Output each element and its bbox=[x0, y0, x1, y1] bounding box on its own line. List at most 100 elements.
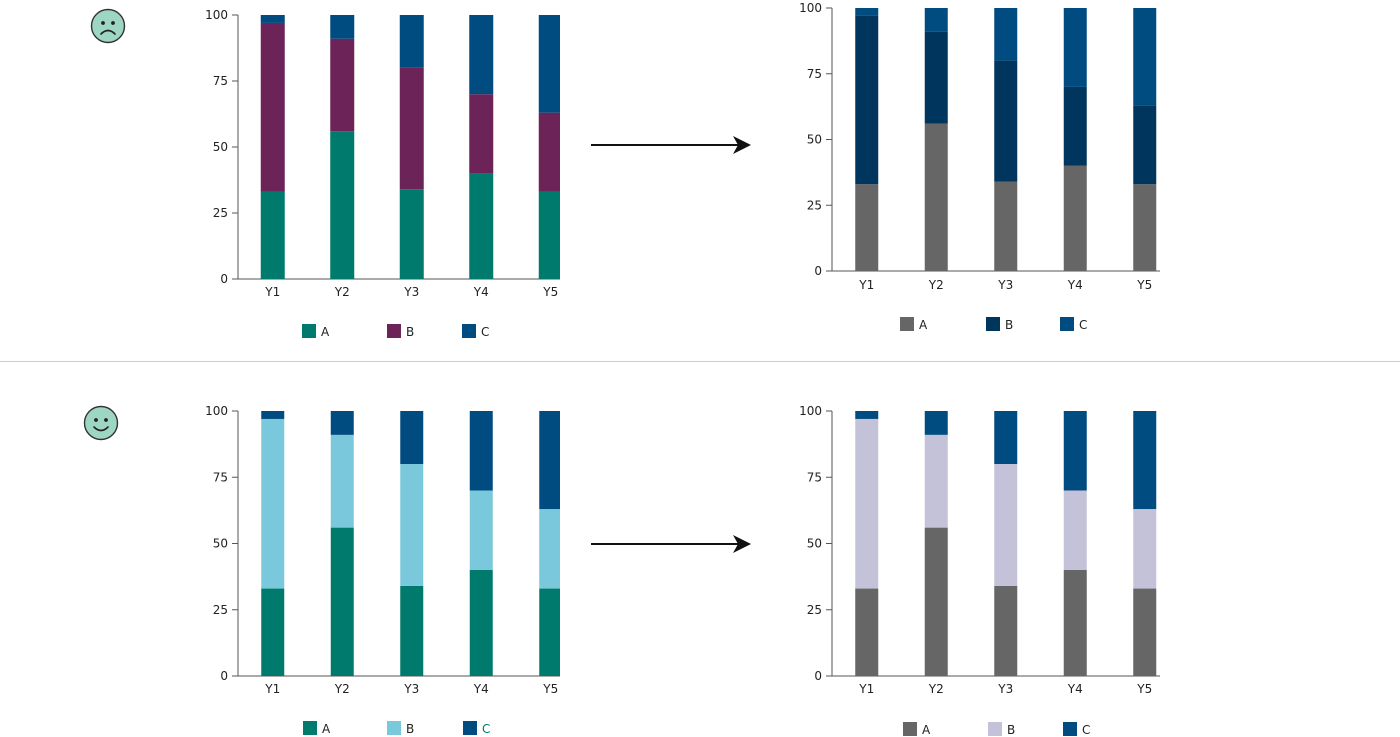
x-tick-label: Y3 bbox=[997, 278, 1013, 292]
stacked-bar-chart-top-left: 0 25 50 75 100 Y1 Y2 Y3 Y4 Y5 A B C bbox=[205, 8, 560, 339]
x-tick-label: Y3 bbox=[403, 682, 419, 696]
x-tick-label: Y2 bbox=[928, 682, 944, 696]
bar-segment-c-y3 bbox=[400, 411, 424, 464]
x-tick-label: Y3 bbox=[403, 285, 419, 299]
legend-label-b: B bbox=[1007, 723, 1015, 737]
y-tick-label: 50 bbox=[213, 537, 228, 551]
bar-segment-c-y4 bbox=[469, 15, 494, 95]
x-tick-label: Y2 bbox=[334, 682, 350, 696]
row-divider bbox=[0, 361, 1400, 362]
bar-segment-b-y2 bbox=[330, 38, 355, 132]
bar-segment-a-y1 bbox=[260, 191, 285, 279]
legend-label-a: A bbox=[919, 318, 928, 332]
bar-segment-c-y4 bbox=[1063, 411, 1087, 491]
bar-segment-b-y2 bbox=[330, 434, 354, 528]
bar-segment-b-y3 bbox=[994, 464, 1018, 586]
x-tick-label: Y5 bbox=[542, 682, 558, 696]
bar-segment-b-y5 bbox=[538, 112, 560, 192]
x-tick-label: Y1 bbox=[264, 682, 280, 696]
x-tick-label: Y4 bbox=[1067, 278, 1083, 292]
bar-segment-c-y4 bbox=[469, 411, 493, 491]
bar-segment-b-y4 bbox=[1063, 490, 1087, 570]
legend-label-c: C bbox=[1079, 318, 1087, 332]
bar-segment-a-y3 bbox=[994, 181, 1018, 271]
sad-face-icon bbox=[90, 8, 126, 44]
legend-label-b: B bbox=[1005, 318, 1013, 332]
y-tick-label: 25 bbox=[807, 198, 822, 212]
bar-segment-b-y1 bbox=[261, 418, 285, 589]
y-tick-label: 100 bbox=[205, 8, 228, 22]
bar-segment-b-y5 bbox=[539, 509, 560, 589]
bar-segment-a-y2 bbox=[924, 123, 948, 271]
y-tick-label: 75 bbox=[807, 470, 822, 484]
legend-swatch-c bbox=[1063, 722, 1077, 736]
y-tick-label: 100 bbox=[205, 404, 228, 418]
x-tick-label: Y4 bbox=[473, 682, 489, 696]
legend-swatch-b bbox=[387, 721, 401, 735]
y-tick-label: 0 bbox=[220, 669, 228, 683]
bar-segment-a-y1 bbox=[261, 588, 285, 676]
bar-segment-a-y2 bbox=[924, 527, 948, 676]
bar-segment-a-y5 bbox=[538, 191, 560, 279]
legend-label-c: C bbox=[482, 722, 490, 736]
legend-swatch-b bbox=[387, 324, 401, 338]
bar-segment-a-y2 bbox=[330, 131, 355, 279]
bar-segment-b-y4 bbox=[469, 490, 493, 570]
bar-segment-b-y5 bbox=[1133, 105, 1157, 185]
y-tick-label: 50 bbox=[807, 133, 822, 147]
bar-segment-a-y4 bbox=[1063, 165, 1087, 271]
legend-swatch-b bbox=[988, 722, 1002, 736]
bar-segment-c-y5 bbox=[1133, 411, 1157, 510]
bar-segment-c-y2 bbox=[924, 411, 948, 435]
bar-segment-a-y4 bbox=[469, 570, 493, 676]
y-tick-label: 100 bbox=[799, 404, 822, 418]
legend-label-a: A bbox=[922, 723, 931, 737]
bar-segment-b-y3 bbox=[994, 60, 1018, 182]
bar-segment-c-y1 bbox=[260, 15, 285, 23]
bar-segment-a-y3 bbox=[994, 585, 1018, 676]
bar-segment-c-y2 bbox=[330, 411, 354, 435]
x-tick-label: Y1 bbox=[264, 285, 280, 299]
bar-segment-c-y2 bbox=[924, 8, 948, 32]
happy-face-icon bbox=[83, 405, 119, 441]
legend-swatch-a bbox=[302, 324, 316, 338]
right-arrow-icon bbox=[591, 535, 751, 553]
right-arrow-icon bbox=[591, 136, 751, 154]
y-tick-label: 0 bbox=[814, 669, 822, 683]
legend-swatch-b bbox=[986, 317, 1000, 331]
x-tick-label: Y5 bbox=[542, 285, 558, 299]
legend-swatch-a bbox=[903, 722, 917, 736]
bar-segment-a-y4 bbox=[1063, 570, 1087, 676]
legend-swatch-c bbox=[462, 324, 476, 338]
bar-segment-b-y1 bbox=[855, 418, 879, 589]
bar-segment-c-y5 bbox=[538, 15, 560, 113]
bar-segment-a-y4 bbox=[469, 173, 494, 279]
legend-swatch-a bbox=[900, 317, 914, 331]
x-tick-label: Y1 bbox=[858, 682, 874, 696]
bar-segment-c-y2 bbox=[330, 15, 355, 39]
bar-segment-b-y3 bbox=[400, 464, 424, 586]
bar-segment-c-y4 bbox=[1063, 8, 1087, 87]
legend-label-a: A bbox=[322, 722, 331, 736]
stacked-bar-chart-bottom-right: 0 25 50 75 100 Y1 Y2 Y3 Y4 Y5 A B C bbox=[799, 404, 1160, 737]
x-tick-label: Y1 bbox=[858, 278, 874, 292]
bar-segment-a-y5 bbox=[1133, 588, 1157, 676]
y-tick-label: 0 bbox=[220, 272, 228, 286]
legend-swatch-c bbox=[463, 721, 477, 735]
bar-segment-c-y1 bbox=[855, 8, 879, 16]
y-tick-label: 25 bbox=[807, 603, 822, 617]
legend-label-b: B bbox=[406, 325, 414, 339]
bar-segment-a-y1 bbox=[855, 184, 879, 271]
x-tick-label: Y3 bbox=[997, 682, 1013, 696]
bar-segment-b-y2 bbox=[924, 31, 948, 124]
bar-segment-c-y3 bbox=[994, 8, 1018, 61]
y-tick-label: 75 bbox=[807, 67, 822, 81]
bar-segment-c-y5 bbox=[1133, 8, 1157, 106]
legend-label-b: B bbox=[406, 722, 414, 736]
bar-segment-b-y1 bbox=[260, 22, 285, 192]
y-tick-label: 100 bbox=[799, 1, 822, 15]
stacked-bar-chart-top-right: 0 25 50 75 100 Y1 Y2 Y3 Y4 Y5 A B C bbox=[799, 1, 1160, 332]
bar-segment-a-y3 bbox=[400, 585, 424, 676]
y-tick-label: 0 bbox=[814, 264, 822, 278]
y-tick-label: 75 bbox=[213, 74, 228, 88]
